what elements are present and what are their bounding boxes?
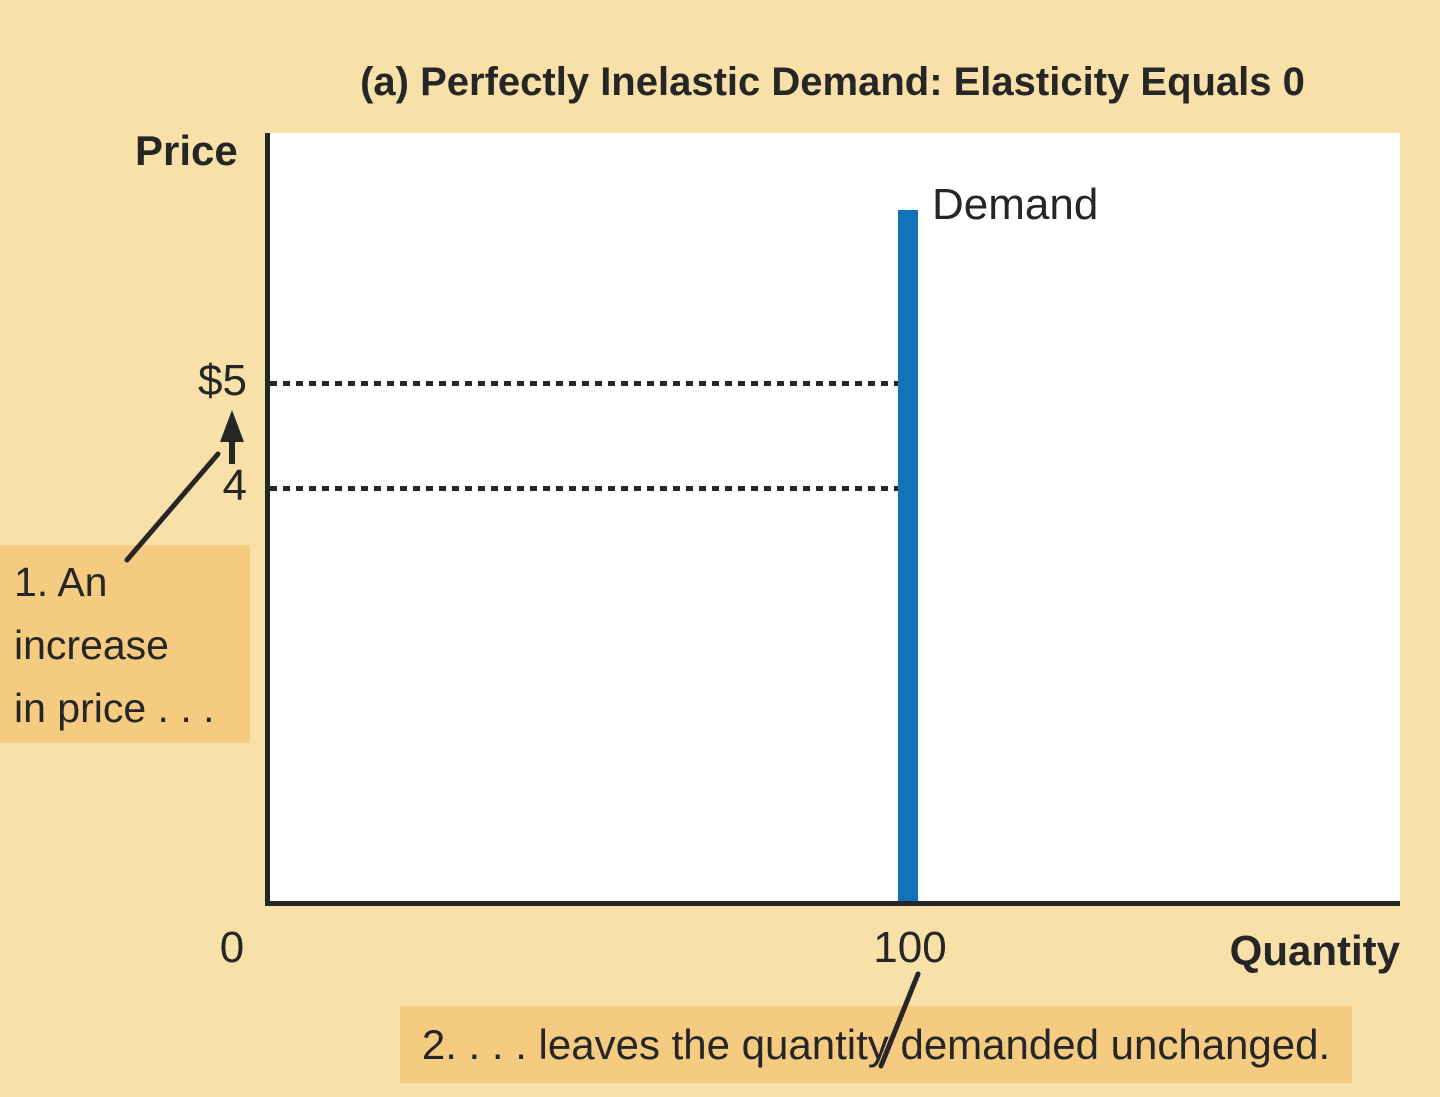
annotation-line: increase [14, 622, 169, 668]
price-guide-line-5 [270, 381, 900, 386]
chart-title: (a) Perfectly Inelastic Demand: Elastici… [360, 60, 1305, 104]
plot-area [265, 133, 1400, 906]
annotation-line: 1. An [14, 559, 108, 605]
annotation-price-increase: 1. An increase in price . . . [0, 545, 250, 743]
annotation-line: in price . . . [14, 685, 215, 731]
demand-curve [898, 210, 918, 901]
y-axis-label: Price [135, 127, 238, 174]
demand-curve-label: Demand [932, 180, 1099, 229]
x-axis-label: Quantity [1229, 927, 1400, 974]
price-increase-up-arrow-icon [220, 410, 244, 464]
y-tick-4: 4 [222, 461, 247, 510]
origin-tick: 0 [219, 923, 245, 972]
price-guide-line-4 [270, 486, 900, 491]
y-tick-5: $5 [198, 356, 247, 405]
x-tick-100: 100 [873, 923, 947, 972]
annotation-quantity-unchanged: 2. . . . leaves the quantity demanded un… [400, 1006, 1352, 1083]
